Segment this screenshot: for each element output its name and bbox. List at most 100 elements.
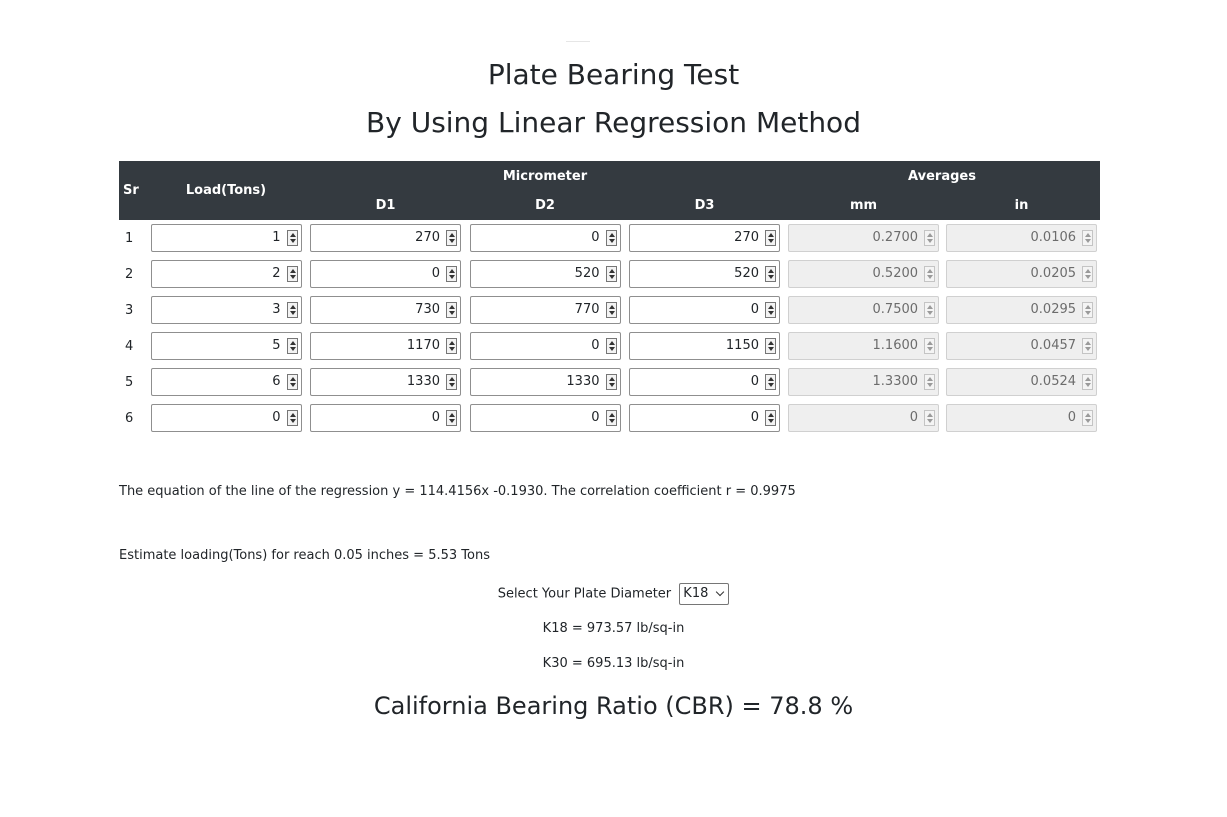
d2-input[interactable]: 1330 <box>469 368 621 396</box>
spinner-control[interactable] <box>605 302 617 318</box>
d1-input[interactable]: 1170 <box>310 332 461 360</box>
avg-mm-value: 0.7500 <box>872 302 919 317</box>
load-value: 6 <box>272 374 281 389</box>
spinner-control[interactable] <box>605 338 617 354</box>
avg-mm-value: 0.2700 <box>872 230 919 245</box>
spinner-control[interactable] <box>286 410 298 426</box>
header-averages: Averages <box>784 161 1101 191</box>
header-d2: D2 <box>465 191 625 220</box>
d3-input[interactable]: 0 <box>629 368 780 396</box>
d2-value: 0 <box>591 338 600 353</box>
spinner-control <box>1082 374 1094 390</box>
spinner-control[interactable] <box>765 266 776 282</box>
avg-in-field: 0.0524 <box>946 368 1098 396</box>
avg-mm-field: 0.2700 <box>788 224 940 252</box>
spinner-control <box>1082 230 1094 246</box>
avg-in-field: 0.0295 <box>946 296 1098 324</box>
d2-value: 770 <box>574 302 600 317</box>
load-value: 5 <box>272 338 281 353</box>
row-number: 6 <box>125 410 134 426</box>
spinner-control[interactable] <box>286 338 298 354</box>
readings-table: Sr Load(Tons) Micrometer Averages D1 D2 … <box>119 161 1101 436</box>
d1-input[interactable]: 0 <box>310 404 461 432</box>
table-row: 4 5 1170 0 1150 1.1600 0.0457 <box>119 328 1100 364</box>
d1-input[interactable]: 1330 <box>310 368 461 396</box>
header-mm: mm <box>784 191 944 220</box>
header-load: Load(Tons) <box>146 161 306 220</box>
load-input[interactable]: 5 <box>150 332 302 360</box>
spinner-control[interactable] <box>446 266 457 282</box>
d3-value: 270 <box>734 230 759 245</box>
d2-input[interactable]: 770 <box>469 296 621 324</box>
table-body: 1 1 270 0 270 0.2700 0.0106 2 2 0 520 52… <box>119 220 1100 436</box>
d2-input[interactable]: 0 <box>469 404 621 432</box>
spinner-control[interactable] <box>765 410 776 426</box>
load-input[interactable]: 6 <box>150 368 302 396</box>
load-value: 1 <box>272 230 281 245</box>
load-value: 2 <box>272 266 281 281</box>
load-input[interactable]: 2 <box>150 260 302 288</box>
d2-input[interactable]: 0 <box>469 224 621 252</box>
d3-input[interactable]: 520 <box>629 260 780 288</box>
load-value: 0 <box>272 410 281 425</box>
spinner-control[interactable] <box>446 302 457 318</box>
header-sr: Sr <box>119 161 146 220</box>
d2-input[interactable]: 0 <box>469 332 621 360</box>
spinner-control[interactable] <box>605 374 617 390</box>
row-number: 4 <box>125 338 134 354</box>
avg-in-value: 0.0205 <box>1030 266 1077 281</box>
avg-in-value: 0.0295 <box>1030 302 1077 317</box>
spinner-control[interactable] <box>446 230 457 246</box>
spinner-control[interactable] <box>446 338 457 354</box>
spinner-control[interactable] <box>286 374 298 390</box>
spinner-control[interactable] <box>765 230 776 246</box>
header-micrometer: Micrometer <box>306 161 785 191</box>
plate-diameter-select[interactable]: K18 <box>679 583 730 605</box>
d2-input[interactable]: 520 <box>469 260 621 288</box>
table-header: Sr Load(Tons) Micrometer Averages D1 D2 … <box>119 161 1101 220</box>
row-number: 2 <box>125 266 134 282</box>
d1-input[interactable]: 730 <box>310 296 461 324</box>
spinner-control[interactable] <box>446 410 457 426</box>
spinner-control[interactable] <box>446 374 457 390</box>
spinner-control[interactable] <box>765 374 776 390</box>
avg-mm-value: 1.3300 <box>872 374 919 389</box>
row-number: 5 <box>125 374 134 390</box>
d3-input[interactable]: 270 <box>629 224 780 252</box>
spinner-control[interactable] <box>765 338 776 354</box>
plate-diameter-selected: K18 <box>683 586 709 601</box>
avg-in-value: 0.0457 <box>1030 338 1077 353</box>
d1-input[interactable]: 270 <box>310 224 461 252</box>
d3-input[interactable]: 0 <box>629 404 780 432</box>
avg-mm-field: 0 <box>788 404 940 432</box>
page-title: Plate Bearing Test <box>487 58 740 91</box>
avg-mm-value: 0.5200 <box>872 266 919 281</box>
d3-input[interactable]: 0 <box>629 296 780 324</box>
spinner-control[interactable] <box>286 302 298 318</box>
table-row: 5 6 1330 1330 0 1.3300 0.0524 <box>119 364 1100 400</box>
spinner-control <box>1082 410 1094 426</box>
avg-mm-field: 1.1600 <box>788 332 940 360</box>
d2-value: 0 <box>591 410 600 425</box>
header-d1: D1 <box>306 191 465 220</box>
row-number: 1 <box>125 230 134 246</box>
d3-input[interactable]: 1150 <box>629 332 780 360</box>
spinner-control[interactable] <box>286 230 298 246</box>
spinner-control <box>1082 266 1094 282</box>
spinner-control <box>924 266 936 282</box>
spinner-control[interactable] <box>605 230 617 246</box>
d1-input[interactable]: 0 <box>310 260 461 288</box>
spinner-control[interactable] <box>605 266 617 282</box>
load-input[interactable]: 0 <box>150 404 302 432</box>
load-input[interactable]: 3 <box>150 296 302 324</box>
spinner-control[interactable] <box>286 266 298 282</box>
plate-diameter-label: Select Your Plate Diameter <box>497 586 672 602</box>
load-input[interactable]: 1 <box>150 224 302 252</box>
plate-diameter-row: Select Your Plate Diameter K18 <box>0 583 1227 606</box>
d2-value: 0 <box>591 230 600 245</box>
spinner-control[interactable] <box>605 410 617 426</box>
row-number: 3 <box>125 302 134 318</box>
spinner-control[interactable] <box>765 302 776 318</box>
header-d3: D3 <box>625 191 785 220</box>
